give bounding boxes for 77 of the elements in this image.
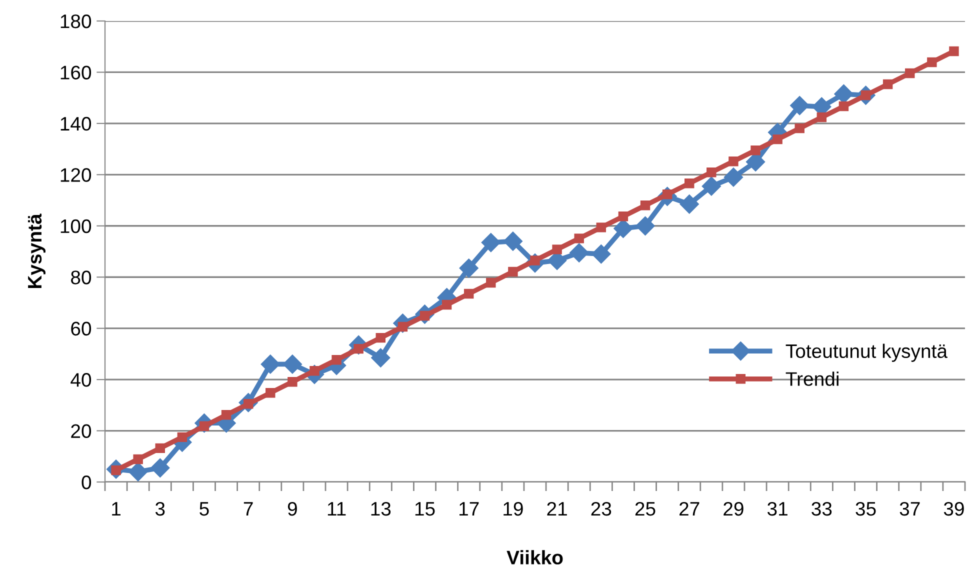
point [332,354,342,365]
point [592,244,611,264]
point [459,258,478,278]
point [949,46,959,56]
point [133,454,143,464]
point [728,156,738,166]
x-tick-label: 17 [460,502,479,516]
point [905,68,915,78]
y-tick-label: 60 [71,322,92,336]
point [260,354,280,374]
x-tick-label: 3 [155,502,165,516]
y-tick-label: 180 [60,14,92,28]
x-tick-label: 1 [112,502,120,516]
point [750,145,760,156]
x-tick-label: 7 [244,502,253,516]
point [221,410,232,420]
point [508,266,518,277]
point [150,458,170,478]
x-tick-label: 15 [415,502,435,516]
x-tick-label: 35 [856,502,876,516]
x-tick-label: 25 [635,502,656,516]
point [702,176,721,196]
x-tick-label: 33 [812,502,832,516]
x-tick-label: 31 [767,502,788,516]
point [371,348,390,368]
point [288,377,298,387]
x-tick-label: 19 [504,502,523,516]
y-tick-label: 160 [60,66,92,80]
point [706,168,716,178]
point [596,222,606,232]
point [177,432,188,442]
point [486,278,496,288]
y-tick-label: 0 [82,475,92,490]
point [266,388,276,398]
point [794,123,804,134]
point [816,112,827,122]
x-tick-label: 9 [288,502,297,516]
point [574,234,584,244]
x-tick-label: 37 [900,502,920,516]
x-tick-label: 11 [328,502,346,516]
point [376,332,386,343]
x-tick-label: 23 [591,502,612,516]
legend-label: Toteutunut kysyntä [786,344,948,362]
y-axis-title: Kysyntä [28,214,46,288]
y-tick-label: 40 [70,373,92,387]
point [570,243,589,262]
point [503,232,522,251]
point [680,194,699,214]
y-tick-label: 100 [60,219,92,234]
y-tick-label: 20 [71,424,92,438]
point [155,443,165,454]
point [927,57,937,68]
point [636,216,655,236]
point [684,178,694,188]
point [838,101,849,112]
point [128,462,148,482]
point [882,79,893,90]
x-tick-label: 27 [680,502,700,516]
point [442,300,452,310]
point [464,288,474,299]
point [790,96,810,116]
point [618,212,628,222]
point [724,168,743,187]
x-tick-label: 39 [944,502,964,516]
x-tick-label: 13 [371,502,391,516]
point [772,134,782,144]
point [552,244,562,254]
point [640,200,650,210]
x-axis-title: Viikko [506,550,563,564]
y-tick-label: 120 [60,168,92,182]
x-tick-label: 21 [547,502,567,516]
point [481,233,500,252]
x-tick-label: 5 [200,502,209,516]
y-tick-label: 140 [60,116,92,131]
legend-label: Trendi [786,372,838,386]
x-tick-label: 29 [724,502,744,516]
y-tick-label: 80 [71,270,92,284]
